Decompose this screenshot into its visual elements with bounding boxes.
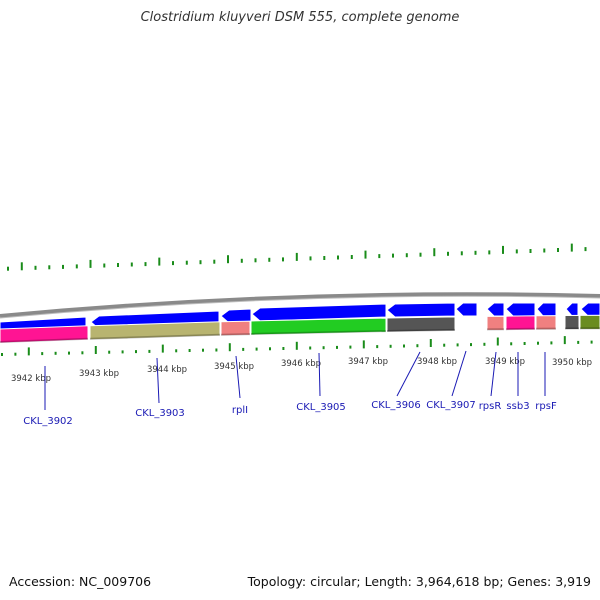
leader-line <box>235 355 241 399</box>
gene-labels: CKL_3902 CKL_3903 rplI CKL_3905 CKL_3906… <box>23 400 557 427</box>
gene-band[interactable] <box>505 315 536 331</box>
scale-label: 3944 kbp <box>147 365 187 375</box>
scale-label: 3947 kbp <box>348 357 388 367</box>
gene-label-rpsf[interactable]: rpsF <box>535 401 557 412</box>
gene-label-ckl-3906[interactable]: CKL_3906 <box>371 400 421 411</box>
leader-line <box>396 351 421 397</box>
gene-band[interactable] <box>250 317 387 336</box>
gene-label-rpli[interactable]: rplI <box>232 405 248 416</box>
gene-band-shadow <box>0 337 89 343</box>
cds-arrow[interactable] <box>536 302 557 317</box>
leader-line <box>318 352 321 397</box>
backbone-arc <box>0 292 600 318</box>
gene-label-ssb3[interactable]: ssb3 <box>506 401 529 412</box>
cds-arrow[interactable] <box>565 302 579 317</box>
gene-band[interactable] <box>564 314 580 331</box>
gene-band[interactable] <box>535 315 557 331</box>
gene-band[interactable] <box>89 321 221 341</box>
inner-tick-row <box>1 336 593 356</box>
scale-label: 3949 kbp <box>485 357 525 367</box>
gene-label-ckl-3907[interactable]: CKL_3907 <box>426 400 476 411</box>
cds-arrow[interactable] <box>580 302 600 317</box>
gene-band[interactable] <box>220 320 251 337</box>
scale-label: 3948 kbp <box>417 357 457 367</box>
leader-line <box>451 350 467 397</box>
gene-band-shadow <box>220 333 251 336</box>
page-title: Clostridium kluyveri DSM 555, complete g… <box>140 10 460 25</box>
gene-band-shadow <box>250 330 387 335</box>
leader-line <box>490 351 497 397</box>
gene-band[interactable] <box>579 314 600 330</box>
gene-band[interactable] <box>486 315 505 331</box>
scale-labels: 3942 kbp 3943 kbp 3944 kbp 3945 kbp 3946… <box>11 357 592 384</box>
gene-band-shadow <box>386 328 456 332</box>
gene-band[interactable] <box>386 316 456 333</box>
backbone-arc-inner <box>0 295 600 319</box>
gene-label-ckl-3902[interactable]: CKL_3902 <box>23 416 73 427</box>
gene-label-ckl-3903[interactable]: CKL_3903 <box>135 408 185 419</box>
scale-label: 3942 kbp <box>11 374 51 384</box>
cds-arrow[interactable] <box>455 302 478 317</box>
scale-label: 3950 kbp <box>552 358 592 368</box>
scale-label: 3946 kbp <box>281 359 321 369</box>
gene-label-ckl-3905[interactable]: CKL_3905 <box>296 402 346 413</box>
cds-arrow[interactable] <box>486 302 505 317</box>
leader-lines <box>44 350 546 410</box>
genome-summary-text: Topology: circular; Length: 3,964,618 bp… <box>247 574 591 589</box>
gene-track <box>0 314 600 344</box>
gene-band[interactable] <box>0 325 89 344</box>
scale-label: 3945 kbp <box>214 362 254 372</box>
gene-band-shadow <box>89 333 221 340</box>
scale-label: 3943 kbp <box>79 369 119 379</box>
leader-line <box>156 357 160 404</box>
gene-label-rpsr[interactable]: rpsR <box>479 401 502 412</box>
cds-arrow[interactable] <box>386 302 456 318</box>
outer-tick-row <box>7 243 587 271</box>
accession-text: Accession: NC_009706 <box>9 574 152 589</box>
cds-arrow[interactable] <box>505 302 536 317</box>
